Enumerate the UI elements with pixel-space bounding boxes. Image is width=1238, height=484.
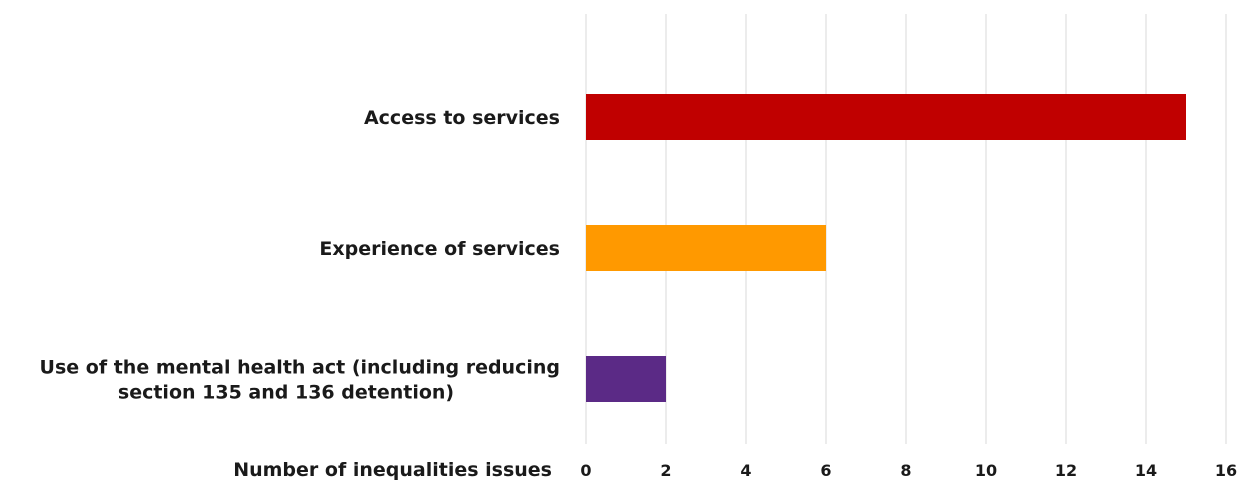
x-tick-label-16: 16: [1215, 461, 1237, 480]
bar-1: [586, 94, 1186, 140]
category-labels: Access to services Experience of services…: [40, 107, 560, 404]
gridlines: [585, 14, 1227, 444]
x-tick-label-6: 6: [820, 461, 831, 480]
x-tick-labels: 0 2 4 6 8 10 12 14 16: [580, 461, 1237, 480]
x-tick-label-4: 4: [740, 461, 751, 480]
x-axis-label: Number of inequalities issues: [233, 459, 552, 481]
category-label-3: Use of the mental health act (including …: [40, 357, 560, 404]
category-label-2-line-1: Experience of services: [319, 238, 560, 260]
category-label-1-line-1: Access to services: [364, 107, 560, 129]
x-tick-label-14: 14: [1135, 461, 1157, 480]
category-label-2: Experience of services: [319, 238, 560, 260]
x-tick-label-0: 0: [580, 461, 591, 480]
bars: [586, 94, 1186, 402]
category-label-3-line-1: Use of the mental health act (including …: [40, 357, 560, 379]
category-label-3-line-2: section 135 and 136 detention): [118, 382, 454, 404]
x-tick-label-10: 10: [975, 461, 997, 480]
x-tick-label-8: 8: [900, 461, 911, 480]
bar-3: [586, 356, 666, 402]
category-label-1: Access to services: [364, 107, 560, 129]
x-tick-label-12: 12: [1055, 461, 1077, 480]
bar-2: [586, 225, 826, 271]
x-tick-label-2: 2: [660, 461, 671, 480]
